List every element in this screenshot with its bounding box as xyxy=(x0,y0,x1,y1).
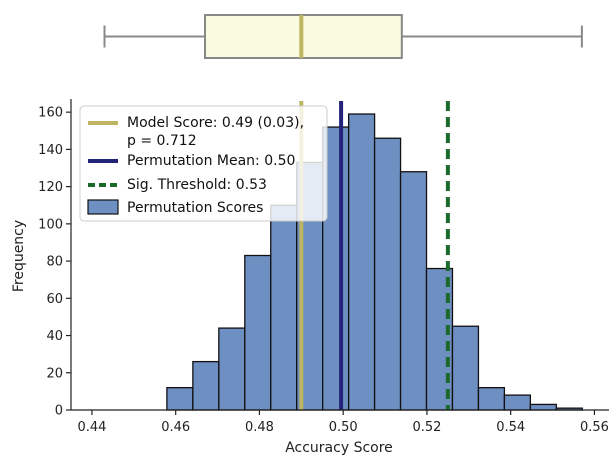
legend-label: Permutation Scores xyxy=(127,200,263,216)
legend-label: Sig. Threshold: 0.53 xyxy=(127,177,267,193)
x-tick-label: 0.44 xyxy=(77,420,106,435)
histogram-bar xyxy=(192,360,220,411)
histogram-bar xyxy=(529,403,557,411)
histogram-plot: 0.44 0.46 0.48 0.50 0.52 0.54 0.56 0 20 40 60 80 10… xyxy=(11,99,609,456)
y-tick-label: 120 xyxy=(38,180,63,195)
histogram-bar xyxy=(347,113,376,411)
x-axis-ticks: 0.44 0.46 0.48 0.50 0.52 0.54 0.56 xyxy=(77,410,609,435)
x-tick-label: 0.56 xyxy=(580,420,609,435)
legend-swatch-permutation-scores xyxy=(87,199,119,215)
histogram-bars xyxy=(166,113,583,411)
histogram-bar xyxy=(270,204,298,411)
legend-label: p = 0.712 xyxy=(127,133,197,149)
histogram-bar xyxy=(451,325,480,411)
y-tick-label: 0 xyxy=(55,404,63,419)
histogram-bar xyxy=(373,137,402,411)
x-axis-label: Accuracy Score xyxy=(285,440,393,456)
legend-label: Permutation Mean: 0.50 xyxy=(127,153,295,169)
y-tick-label: 40 xyxy=(46,329,63,344)
y-tick-label: 160 xyxy=(38,106,63,121)
y-axis-ticks: 0 20 40 60 80 100 120 140 160 xyxy=(38,106,71,419)
boxplot-box xyxy=(204,14,403,59)
x-tick-label: 0.52 xyxy=(412,420,441,435)
x-tick-label: 0.50 xyxy=(329,420,358,435)
histogram-bar xyxy=(503,394,532,411)
histogram-bar xyxy=(244,254,272,411)
y-axis-label: Frequency xyxy=(11,220,27,292)
histogram-bar xyxy=(218,327,246,411)
histogram-bar xyxy=(425,267,454,411)
legend-label: Model Score: 0.49 (0.03), xyxy=(127,115,304,131)
legend-frame xyxy=(79,105,328,222)
histogram-bar xyxy=(477,387,506,411)
x-tick-label: 0.46 xyxy=(161,420,190,435)
x-tick-label: 0.54 xyxy=(496,420,525,435)
y-tick-label: 60 xyxy=(46,292,63,307)
histogram-bar xyxy=(166,387,194,411)
x-tick-label: 0.48 xyxy=(245,420,274,435)
legend: Model Score: 0.49 (0.03), p = 0.712 Permut… xyxy=(79,105,328,222)
y-tick-label: 20 xyxy=(46,366,63,381)
y-tick-label: 140 xyxy=(38,143,63,158)
y-tick-label: 80 xyxy=(46,255,63,270)
histogram-bar xyxy=(399,171,428,411)
y-tick-label: 100 xyxy=(38,217,63,232)
boxplot xyxy=(103,14,583,59)
axes xyxy=(70,99,609,411)
